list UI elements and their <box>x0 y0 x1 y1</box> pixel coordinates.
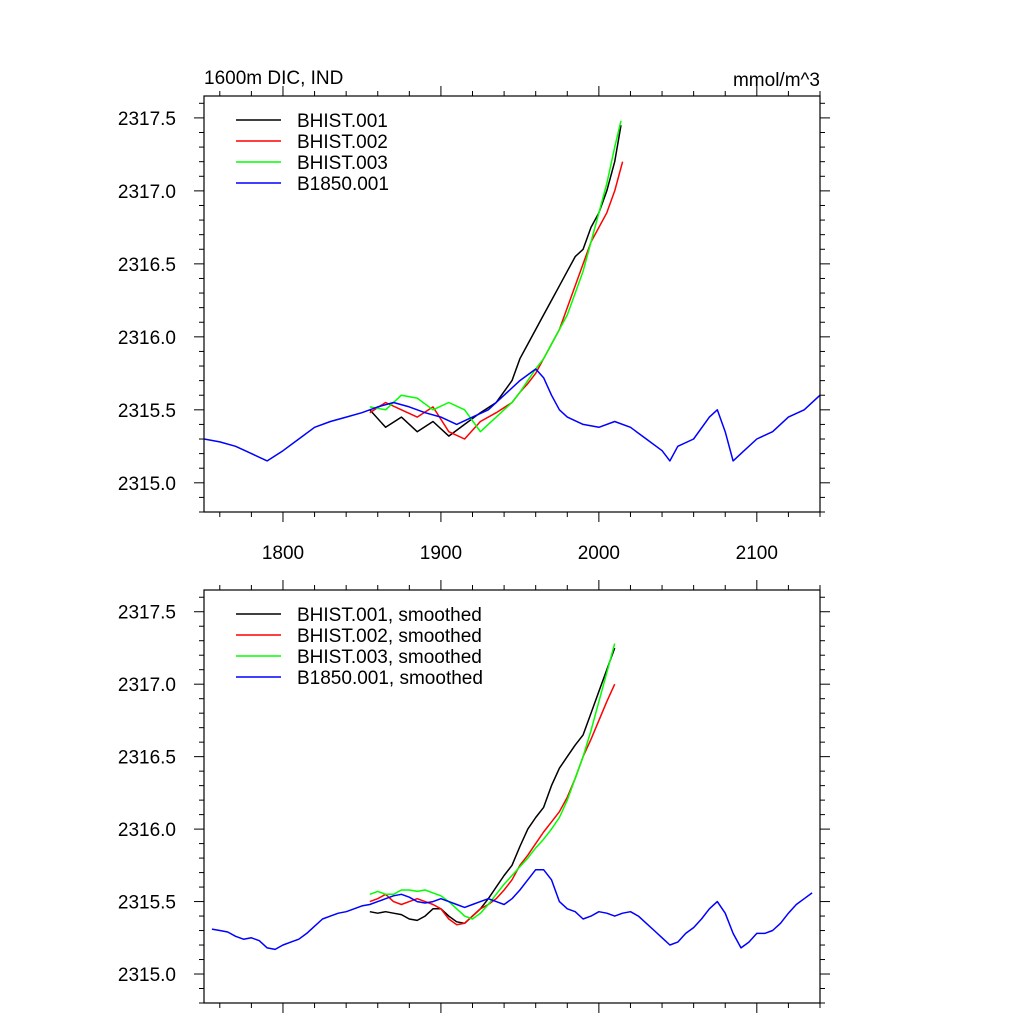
panel-2-y-tick-label: 2317.0 <box>118 675 176 696</box>
panel-1-y-tick-label: 2317.5 <box>118 109 176 130</box>
panel-1-legend-label-3: BHIST.003 <box>297 153 388 174</box>
panel-2-series-line-2 <box>369 683 616 926</box>
panel-2-y-tick-label: 2315.5 <box>118 893 176 914</box>
panel-1-legend-label-4: B1850.001 <box>297 174 389 195</box>
panel-2-frame <box>203 589 821 1004</box>
panel-2-legend-label-1: BHIST.001, smoothed <box>297 605 482 626</box>
panel-1-y-tick-label: 2317.0 <box>118 182 176 203</box>
panel-2-series-line-4 <box>211 868 813 951</box>
panel-1-series-line-2 <box>369 161 624 440</box>
panel-1-series-line-3 <box>369 120 622 433</box>
panel-2-y-tick-label: 2315.0 <box>118 965 176 986</box>
panel-1-y-tick-label: 2315.5 <box>118 401 176 422</box>
panel-1-title: 1600m DIC, IND <box>204 68 343 89</box>
panel-1-y-tick-label: 2316.0 <box>118 328 176 349</box>
panel-1-x-tick-label: 1900 <box>420 543 462 564</box>
panel-1-legend-label-1: BHIST.001 <box>297 111 388 132</box>
panel-2-legend-label-2: BHIST.002, smoothed <box>297 626 482 647</box>
panel-2-legend-label-3: BHIST.003, smoothed <box>297 647 482 668</box>
panel-1-series-line-1 <box>369 125 622 437</box>
panel-1-y-tick-label: 2315.0 <box>118 474 176 495</box>
panel-1-y-tick-label: 2316.5 <box>118 255 176 276</box>
panel-2-y-tick-label: 2317.5 <box>118 603 176 624</box>
panel-1-series-line-4 <box>204 368 820 462</box>
panel-1-legend-label-2: BHIST.002 <box>297 132 388 153</box>
panel-1-frame <box>203 95 821 513</box>
panel-2-y-tick-label: 2316.0 <box>118 820 176 841</box>
panel-1-x-tick-label: 2000 <box>578 543 620 564</box>
panel-2-plot: 2315.0 2315.5 2316.0 2316.5 2317.0 2317.5 BHIS… <box>118 580 830 1013</box>
panel-2-legend-label-4: B1850.001, smoothed <box>297 668 483 689</box>
panel-1-x-tick-label: 2100 <box>736 543 778 564</box>
panel-1-x-tick-label: 1800 <box>262 543 304 564</box>
panel-1-units: mmol/m^3 <box>733 70 820 91</box>
panel-1-plot: 1800 1900 2000 2100 2315.0 2315.5 2316.0 2316.5… <box>118 86 830 564</box>
panel-2-series-line-1 <box>369 647 616 925</box>
panel-2-y-tick-label: 2316.5 <box>118 748 176 769</box>
